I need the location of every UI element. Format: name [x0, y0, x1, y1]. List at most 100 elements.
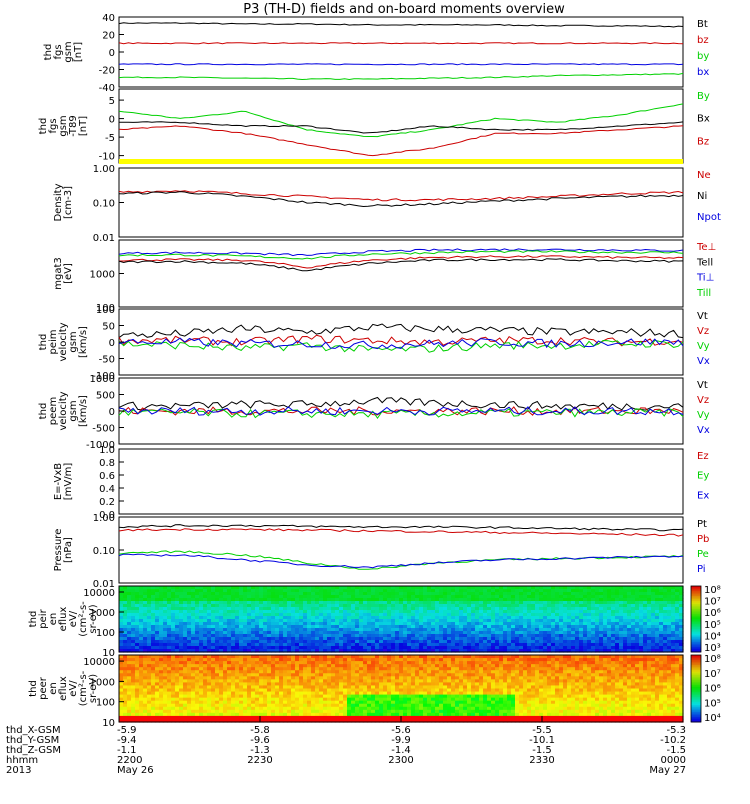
y-axis-label-line: sr-eV): [88, 604, 99, 633]
legend-label: Vt: [697, 380, 708, 391]
series-line: [119, 551, 683, 569]
y-axis-label-line: [cm-3]: [63, 186, 74, 219]
yellow-bar: [119, 159, 683, 164]
y-tick-label: 0: [109, 338, 115, 349]
colorbar-tick-label: 10⁴: [704, 631, 721, 642]
y-tick-label: -10: [99, 152, 115, 163]
y-axis-label-line: [nT]: [73, 42, 84, 62]
series-line: [119, 529, 683, 536]
legend-label: Bz: [697, 136, 709, 147]
legend-label: Bx: [697, 114, 710, 125]
colorbar-tick-label: 10⁶: [704, 608, 721, 619]
series-line: [119, 73, 683, 79]
series-line: [119, 104, 683, 137]
y-axis-label-line: [km/s]: [78, 326, 89, 358]
legend-label: Bt: [697, 19, 708, 30]
y-tick-label: 1000: [90, 374, 115, 385]
legend-label: Te⊥: [696, 242, 716, 253]
y-tick-label: 0.2: [99, 497, 115, 508]
y-tick-label: 100: [96, 305, 115, 316]
y-tick-label: -500: [92, 424, 115, 435]
y-tick-label: 0: [109, 48, 115, 59]
y-tick-label: 0.10: [93, 546, 115, 557]
legend-label: Pi: [697, 564, 706, 575]
y-axis-label-line: [nT]: [78, 116, 89, 136]
legend-label: Npot: [697, 212, 721, 223]
series-line: [119, 122, 683, 133]
y-tick-label: 0.8: [99, 458, 115, 469]
y-tick-label: 10000: [83, 588, 115, 599]
colorbar-tick-label: 10⁷: [704, 597, 721, 608]
y-tick-label: -40: [99, 83, 115, 94]
legend-label: By: [697, 91, 710, 102]
series-line: [119, 340, 683, 352]
y-axis-label-line: [km/s]: [78, 395, 89, 427]
y-tick-label: 50: [102, 322, 115, 333]
y-tick-label: 1000: [90, 270, 115, 281]
legend-label: Vy: [697, 341, 710, 352]
legend-label: Vx: [697, 425, 710, 436]
series-line: [119, 259, 683, 271]
y-tick-label: 0.10: [93, 199, 115, 210]
colorbar-tick-label: 10⁵: [704, 620, 721, 631]
y-tick-label: 20: [102, 31, 115, 42]
legend-label: Vt: [697, 311, 708, 322]
y-tick-label: 1.00: [93, 164, 115, 175]
y-tick-label: 1.0: [99, 445, 115, 456]
legend-label: Vz: [697, 326, 709, 337]
series-line: [119, 251, 683, 259]
series-line: [119, 23, 683, 27]
legend-label: Vx: [697, 356, 710, 367]
legend-label: Pt: [697, 519, 707, 530]
legend-label: Pe: [697, 549, 709, 560]
panel-frame: [119, 168, 683, 237]
y-tick-label: 0: [109, 407, 115, 418]
series-line: [119, 192, 683, 207]
colorbar-tick-label: 10⁸: [704, 585, 721, 596]
legend-label: Ez: [697, 451, 709, 462]
y-tick-label: 40: [102, 13, 115, 24]
y-axis-label-line: [eV]: [63, 263, 74, 284]
legend-label: Ey: [697, 471, 709, 482]
panel-frame: [119, 309, 683, 375]
colorbar-tick-label: 10³: [704, 643, 721, 654]
panel-frame: [119, 449, 683, 514]
legend-label: Tell: [696, 257, 713, 268]
legend-label: bx: [697, 67, 709, 78]
y-axis-label-line: [mV/m]: [63, 463, 74, 501]
series-line: [119, 324, 683, 338]
y-axis-label-line: [nPa]: [63, 537, 74, 563]
y-tick-label: 0.6: [99, 471, 115, 482]
panel-frame: [119, 17, 683, 87]
y-tick-label: -20: [99, 66, 115, 77]
legend-label: Vz: [697, 395, 709, 406]
legend-label: Ne: [697, 170, 711, 181]
y-tick-label: 0: [109, 115, 115, 126]
y-tick-label: -5: [105, 133, 115, 144]
y-tick-label: 0.01: [93, 233, 115, 244]
legend-label: Till: [696, 288, 711, 299]
series-line: [119, 43, 683, 44]
y-tick-label: 0.4: [99, 484, 115, 495]
legend-label: Ti⊥: [696, 273, 714, 284]
legend-label: Vy: [697, 410, 710, 421]
y-tick-label: 5: [109, 96, 115, 107]
y-tick-label: 500: [96, 391, 115, 402]
legend-label: bz: [697, 35, 709, 46]
series-line: [119, 64, 683, 65]
y-tick-label: -50: [99, 355, 115, 366]
page-title: P3 (TH-D) fields and on-board moments ov…: [243, 2, 565, 17]
legend-label: Pb: [697, 534, 709, 545]
